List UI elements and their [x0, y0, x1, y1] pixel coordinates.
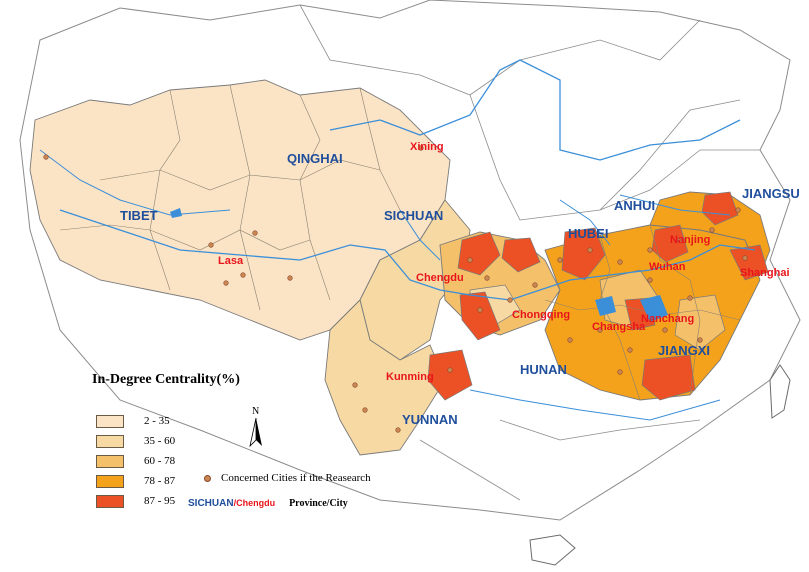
inner-boundary	[499, 419, 701, 441]
province-label-jiangxi: JIANGXI	[658, 343, 710, 358]
province-label-hunan: HUNAN	[520, 362, 567, 377]
legend-key-label: Province/City	[289, 498, 348, 509]
city-label-lasa: Lasa	[218, 255, 244, 267]
legend-range-label: 60 - 78	[144, 455, 176, 467]
region-high	[701, 191, 739, 226]
prefecture-boundary	[299, 94, 331, 301]
region-high	[729, 244, 769, 281]
province-label-tibet: TIBET	[120, 208, 158, 223]
region-high	[561, 227, 606, 281]
province-label-sichuan: SICHUAN	[384, 208, 443, 223]
region-high	[641, 354, 696, 401]
legend-swatch	[96, 474, 124, 488]
legend-key-province: SICHUAN	[188, 498, 234, 509]
river-tributary	[39, 149, 231, 216]
legend-range-label: 35 - 60	[144, 435, 176, 447]
north-arrow-icon: N	[249, 406, 262, 448]
legend-class-row: 35 - 60	[96, 434, 175, 448]
region-high	[459, 291, 501, 341]
river-tributary	[559, 199, 611, 246]
river-yellow	[329, 59, 741, 161]
prefecture-boundary	[59, 224, 311, 251]
legend-key-separator: /	[233, 498, 237, 508]
province-label-qinghai: QINGHAI	[287, 151, 343, 166]
lake	[640, 295, 668, 322]
river-tributary	[619, 194, 731, 216]
province-label-hubei: HUBEI	[568, 226, 608, 241]
legend-range-label: 2 - 35	[144, 415, 170, 427]
city-label-nanjing: Nanjing	[670, 234, 710, 246]
city-label-shanghai: Shanghai	[740, 267, 790, 279]
legend-swatch	[96, 414, 124, 428]
lake	[595, 296, 616, 316]
legend-label-key: SICHUAN/Chengdu Province/City	[188, 498, 348, 509]
legend-class-row: 78 - 87	[96, 474, 175, 488]
legend-range-label: 78 - 87	[144, 475, 176, 487]
legend-title: In-Degree Centrality(%)	[92, 372, 240, 387]
inner-boundary	[419, 439, 521, 501]
prefecture-boundary	[544, 299, 741, 321]
region-high	[457, 231, 501, 276]
prefecture-boundary	[229, 84, 261, 311]
legend-class-row: 2 - 35	[96, 414, 170, 428]
map-legend: In-Degree Centrality(%) 2 - 35 35 - 60 60 …	[92, 372, 422, 522]
region-yunnan	[324, 299, 446, 456]
north-arrow: N	[246, 404, 266, 448]
region-high	[651, 224, 689, 263]
legend-swatch	[96, 494, 124, 508]
province-label-yunnan: YUNNAN	[402, 412, 458, 427]
legend-key-city: Chengdu	[236, 498, 276, 508]
city-label-chongqing: Chongqing	[512, 309, 570, 321]
province-label-jiangsu: JIANGSU	[742, 186, 800, 201]
region-cell	[674, 294, 726, 351]
river-tributary	[469, 389, 721, 421]
hainan-island	[529, 534, 576, 566]
region-high	[427, 349, 473, 401]
city-label-chengdu: Chengdu	[416, 272, 464, 284]
legend-class-row: 60 - 78	[96, 454, 175, 468]
province-label-anhui: ANHUI	[614, 198, 655, 213]
prefecture-boundary	[149, 89, 181, 291]
taiwan-island	[769, 364, 791, 419]
city-label-kunming: Kunming	[386, 371, 434, 383]
region-high	[501, 237, 541, 273]
inner-boundary	[599, 99, 741, 211]
legend-swatch	[96, 434, 124, 448]
river-tributary	[399, 209, 441, 261]
legend-class-row: 87 - 95	[96, 494, 175, 508]
legend-cities-note: Concerned Cities if the Reasearch	[204, 472, 371, 484]
north-arrow-label: N	[252, 406, 259, 417]
city-label-xining: Xining	[410, 141, 444, 153]
prefecture-boundary	[649, 224, 701, 396]
legend-swatch	[96, 454, 124, 468]
legend-range-label: 87 - 95	[144, 495, 176, 507]
legend-cities-note-text: Concerned Cities if the Reasearch	[221, 472, 371, 484]
region-jiangsu-anhui	[649, 191, 771, 277]
city-dot-icon	[204, 474, 211, 482]
river-yangtze	[59, 209, 756, 301]
city-label-changsha: Changsha	[592, 321, 646, 333]
city-label-nanchang: Nanchang	[641, 313, 694, 325]
city-label-wuhan: Wuhan	[649, 261, 686, 273]
lake	[170, 208, 182, 218]
city-dots	[43, 145, 748, 433]
